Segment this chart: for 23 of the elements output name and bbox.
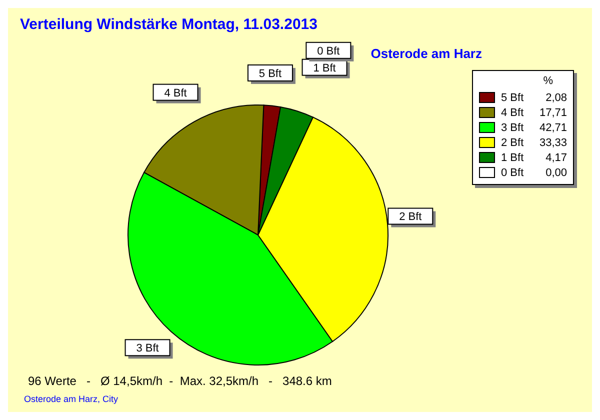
legend-label: 4 Bft [501, 106, 525, 118]
text: 96 Werte - Ø 14,5km/h - Max. 32,5km/h - 348.6 km [28, 374, 332, 388]
chart-subtitle: Osterode am Harz [370, 46, 482, 61]
data-label: 33,33 [539, 136, 567, 148]
category-label: 0 Bft [317, 45, 340, 58]
slice-label: 5 Bft [258, 68, 282, 80]
data-label: 42,71 [539, 122, 567, 134]
slice-label: 4 Bft [164, 87, 187, 100]
data-label: 2,08 [546, 92, 567, 104]
slice-label: 2 Bft [399, 211, 422, 224]
legend-label: 0 Bft [501, 166, 525, 178]
legend-label: 5 Bft [501, 92, 525, 104]
slice-label: 3 Bft [136, 342, 159, 355]
chart-title: Verteilung Windstärke Montag, 11.03.2013 [20, 16, 318, 33]
legend-label: 2 Bft [501, 136, 525, 148]
legend-label: 3 Bft [501, 122, 525, 134]
data-label: 4,17 [546, 152, 567, 164]
text: Osterode am Harz, City [24, 394, 118, 404]
legend-title: % [542, 75, 554, 87]
category-label: 1 Bft [313, 62, 336, 74]
text: 0,00 [546, 166, 567, 178]
legend-label: 1 Bft [501, 152, 525, 164]
data-label: 17,71 [539, 106, 567, 118]
